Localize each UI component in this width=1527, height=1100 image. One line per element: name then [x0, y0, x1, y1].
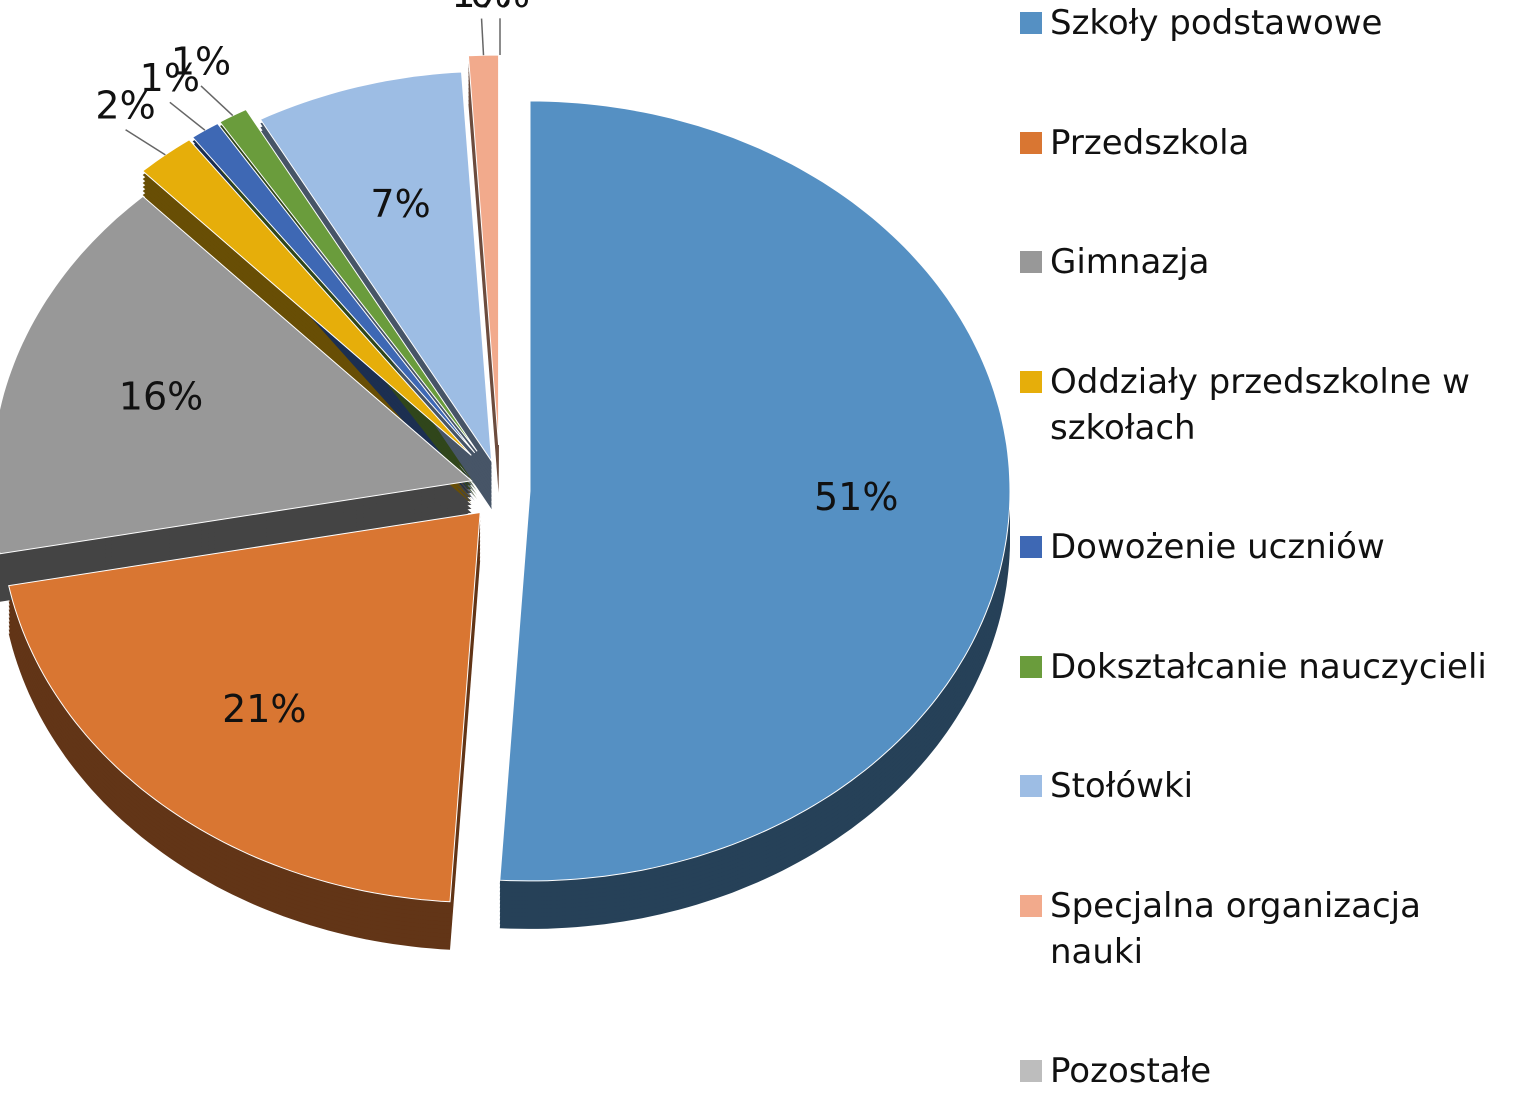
legend-label: Przedszkola [1050, 122, 1250, 163]
slice [499, 100, 1010, 882]
legend-item: Przedszkola [1020, 120, 1520, 166]
legend-item: Pozostałe [1020, 1048, 1520, 1094]
legend-label: Specjalna organizacja nauki [1050, 885, 1421, 972]
legend-item: Szkoły podstawowe [1020, 0, 1520, 46]
labels: 51%21%16%2%1%1%7%1%0% [95, 0, 898, 731]
slice [259, 71, 493, 464]
slice [8, 511, 481, 903]
legend-swatch [1020, 536, 1042, 558]
leader-line [125, 129, 166, 156]
legend-label: Gimnazja [1050, 242, 1210, 282]
slices [0, 54, 1010, 903]
data-label: 1% [140, 56, 200, 100]
data-label: 7% [370, 182, 430, 226]
legend-swatch [1020, 894, 1042, 917]
legend-swatch [1020, 12, 1042, 34]
legend-label: Dokształcanie nauczycieli [1050, 646, 1487, 687]
legend-swatch [1020, 370, 1042, 393]
legend-label: Szkoły podstawowe [1050, 3, 1383, 43]
data-label: 51% [814, 475, 898, 519]
data-label: 16% [119, 374, 203, 418]
legend: Szkoły podstawowe Przedszkola Gimnazja Oddz… [1020, 0, 1520, 1100]
legend-label: Stołówki [1050, 766, 1194, 806]
leader-line [169, 101, 206, 131]
slice [219, 108, 478, 452]
legend-item: Stołówki [1020, 763, 1520, 809]
legend-swatch [1020, 775, 1042, 797]
leader-line [480, 18, 485, 56]
data-label: 0% [470, 0, 530, 16]
data-label: 1% [171, 39, 231, 83]
legend-swatch [1020, 131, 1042, 154]
data-label: 2% [95, 83, 155, 127]
slice [141, 139, 472, 456]
legend-item: Dokształcanie nauczycieli [1020, 644, 1520, 690]
legend-label: Oddziały przedszkolne w szkołach [1050, 361, 1470, 448]
data-label: 21% [222, 687, 306, 731]
chart: 51%21%16%2%1%1%7%1%0% [0, 0, 1010, 950]
legend-label: Dowożenie uczniów [1050, 527, 1385, 567]
legend-swatch [1020, 1060, 1042, 1082]
data-label: 1% [451, 0, 511, 16]
slice [0, 195, 473, 555]
legend-label: Pozostałe [1050, 1051, 1212, 1091]
legend-item: Gimnazja [1020, 239, 1520, 285]
legend-swatch [1020, 655, 1042, 678]
legend-swatch [1020, 251, 1042, 273]
leader-line [200, 85, 234, 117]
legend-item: Dowożenie uczniów [1020, 524, 1520, 570]
legend-item: Oddziały przedszkolne w szkołach [1020, 359, 1520, 451]
legend-item: Specjalna organizacja nauki [1020, 883, 1520, 975]
